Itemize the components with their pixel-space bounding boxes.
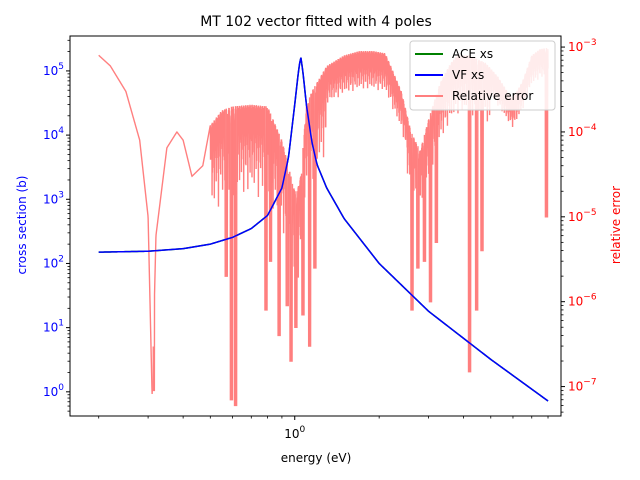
y-left-tick-label: 101 xyxy=(43,319,64,335)
legend-label: Relative error xyxy=(452,89,533,103)
legend-label: ACE xs xyxy=(452,47,493,61)
y-left-tick-label: 102 xyxy=(43,254,64,270)
legend: ACE xs VF xs Relative error xyxy=(409,40,556,111)
legend-label: VF xs xyxy=(452,68,484,82)
y-left-tick-label: 104 xyxy=(43,126,64,142)
y-axis-label-right: relative error xyxy=(609,186,623,264)
y-right-tick-label: 10−6 xyxy=(568,293,597,309)
y-right-tick-label: 10−5 xyxy=(568,208,597,224)
axes: 100 100 101 102 103 104 105 10−7 10−6 10−5 10−4 10−… xyxy=(43,35,597,441)
y-left-tick-label: 103 xyxy=(43,190,64,206)
x-tick-label: 100 xyxy=(284,425,305,441)
series-vf-xs-line xyxy=(98,57,549,402)
plot-series xyxy=(98,48,549,407)
y-right-tick-label: 10−7 xyxy=(568,378,597,394)
chart-title: MT 102 vector fitted with 4 poles xyxy=(200,14,432,30)
y-right-tick-label: 10−4 xyxy=(568,123,597,139)
plot-area xyxy=(98,48,549,407)
y-left-tick-label: 100 xyxy=(43,383,64,399)
y-right-tick-label: 10−3 xyxy=(568,38,597,54)
y-axis-label-left: cross section (b) xyxy=(15,176,29,275)
y-left-tick-label: 105 xyxy=(43,62,64,78)
x-axis-label: energy (eV) xyxy=(281,451,352,465)
legend-box xyxy=(409,40,556,111)
axes-frame xyxy=(69,35,562,417)
